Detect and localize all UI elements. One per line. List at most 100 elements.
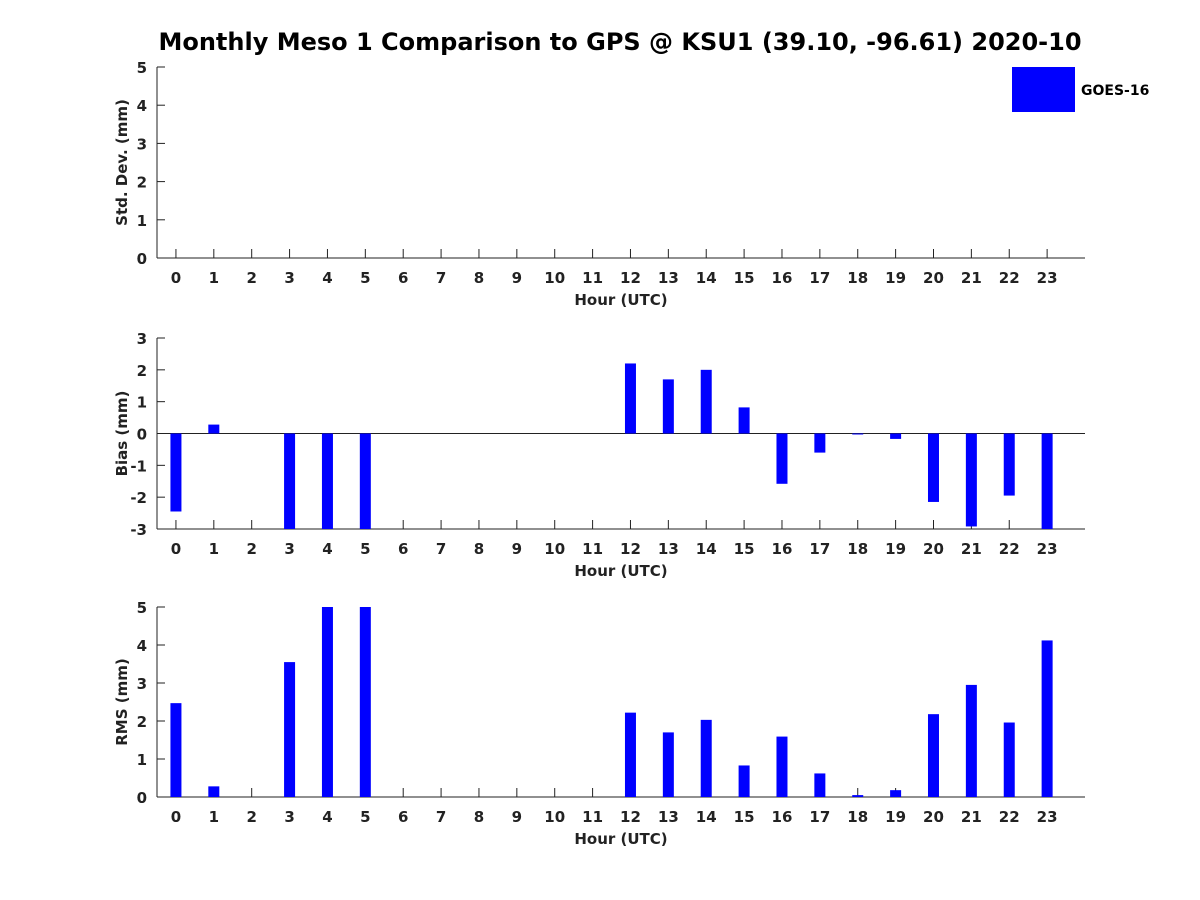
rms-bar	[624, 712, 636, 797]
rms-bar	[927, 714, 939, 797]
stddev-x-tick-label: 7	[436, 269, 446, 287]
rms-bar	[170, 703, 182, 797]
stddev-x-tick-label: 12	[620, 269, 641, 287]
bias-x-tick-label: 15	[734, 540, 755, 558]
rms-y-axis-label: RMS (mm)	[113, 658, 131, 745]
rms-bar	[700, 719, 712, 797]
rms-y-tick-label: 4	[137, 637, 147, 655]
bias-bar	[170, 433, 182, 512]
bias-bar	[700, 369, 712, 434]
stddev-x-tick-label: 0	[171, 269, 181, 287]
bias-x-tick-label: 10	[544, 540, 565, 558]
rms-x-tick-label: 11	[582, 808, 603, 826]
rms-x-tick-label: 9	[512, 808, 522, 826]
bias-y-tick-label: 2	[137, 362, 147, 380]
stddev-x-tick-label: 2	[246, 269, 256, 287]
rms-x-tick-label: 0	[171, 808, 181, 826]
rms-x-tick-label: 23	[1037, 808, 1058, 826]
rms-x-tick-label: 16	[772, 808, 793, 826]
bias-x-tick-label: 3	[284, 540, 294, 558]
stddev-y-axis-label: Std. Dev. (mm)	[113, 99, 131, 226]
bias-x-tick-label: 12	[620, 540, 641, 558]
bias-x-tick-label: 17	[809, 540, 830, 558]
rms-bar	[965, 684, 977, 797]
bias-x-tick-label: 16	[772, 540, 793, 558]
stddev-x-tick-label: 14	[696, 269, 717, 287]
stddev-x-tick-label: 23	[1037, 269, 1058, 287]
bias-bar	[1003, 433, 1015, 496]
rms-x-tick-label: 1	[209, 808, 219, 826]
rms-x-tick-label: 5	[360, 808, 370, 826]
stddev-x-tick-label: 3	[284, 269, 294, 287]
bias-x-tick-label: 21	[961, 540, 982, 558]
bias-x-tick-label: 1	[209, 540, 219, 558]
legend-label: GOES-16	[1081, 83, 1149, 99]
rms-bar	[890, 790, 902, 797]
bias-x-tick-label: 22	[999, 540, 1020, 558]
rms-x-tick-label: 15	[734, 808, 755, 826]
bias-x-tick-label: 0	[171, 540, 181, 558]
stddev-x-tick-label: 8	[474, 269, 484, 287]
stddev-y-tick-label: 0	[137, 250, 147, 268]
bias-x-tick-label: 2	[246, 540, 256, 558]
bias-bar	[284, 433, 296, 529]
rms-bar	[321, 607, 333, 797]
rms-y-tick-label: 0	[137, 789, 147, 807]
rms-x-tick-label: 3	[284, 808, 294, 826]
rms-x-tick-label: 14	[696, 808, 717, 826]
stddev-x-tick-label: 20	[923, 269, 944, 287]
rms-bar	[1041, 640, 1053, 797]
bias-bar	[208, 424, 220, 434]
bias-bar	[776, 433, 788, 484]
bias-bar	[814, 433, 826, 453]
rms-x-tick-label: 20	[923, 808, 944, 826]
rms-bar	[852, 795, 864, 797]
rms-bar	[776, 736, 788, 797]
bias-x-tick-label: 7	[436, 540, 446, 558]
stddev-x-tick-label: 13	[658, 269, 679, 287]
bias-bar	[359, 433, 371, 529]
rms-x-tick-label: 21	[961, 808, 982, 826]
rms-y-tick-label: 1	[137, 751, 147, 769]
bias-bar	[321, 433, 333, 529]
stddev-y-tick-label: 1	[137, 212, 147, 230]
rms-x-tick-label: 2	[246, 808, 256, 826]
legend-swatch	[1012, 67, 1075, 112]
rms-x-tick-label: 7	[436, 808, 446, 826]
bias-x-tick-label: 4	[322, 540, 332, 558]
stddev-y-tick-label: 3	[137, 135, 147, 153]
rms-x-tick-label: 17	[809, 808, 830, 826]
stddev-x-tick-label: 21	[961, 269, 982, 287]
bias-x-tick-label: 13	[658, 540, 679, 558]
bias-y-tick-label: -2	[130, 489, 147, 507]
rms-x-tick-label: 4	[322, 808, 332, 826]
stddev-x-tick-label: 5	[360, 269, 370, 287]
rms-x-tick-label: 6	[398, 808, 408, 826]
bias-x-tick-label: 5	[360, 540, 370, 558]
bias-bar	[738, 407, 750, 434]
rms-y-tick-label: 2	[137, 713, 147, 731]
bias-bar	[662, 379, 674, 434]
stddev-y-tick-label: 2	[137, 174, 147, 192]
rms-bar	[284, 662, 296, 797]
bias-x-axis-label: Hour (UTC)	[574, 562, 667, 580]
stddev-y-tick-label: 4	[137, 97, 147, 115]
stddev-x-tick-label: 10	[544, 269, 565, 287]
stddev-x-tick-label: 16	[772, 269, 793, 287]
bias-bar	[624, 363, 636, 434]
bias-y-axis-label: Bias (mm)	[113, 391, 131, 477]
rms-bar	[814, 773, 826, 797]
stddev-x-tick-label: 22	[999, 269, 1020, 287]
rms-x-tick-label: 12	[620, 808, 641, 826]
bias-x-tick-label: 9	[512, 540, 522, 558]
rms-bar	[738, 765, 750, 797]
rms-x-tick-label: 10	[544, 808, 565, 826]
bias-y-tick-label: -1	[130, 457, 147, 475]
bias-x-tick-label: 20	[923, 540, 944, 558]
stddev-x-tick-label: 15	[734, 269, 755, 287]
bias-bar	[890, 433, 902, 439]
stddev-x-tick-label: 1	[209, 269, 219, 287]
rms-x-tick-label: 8	[474, 808, 484, 826]
rms-bar	[662, 732, 674, 797]
chart-title: Monthly Meso 1 Comparison to GPS @ KSU1 …	[158, 28, 1082, 56]
